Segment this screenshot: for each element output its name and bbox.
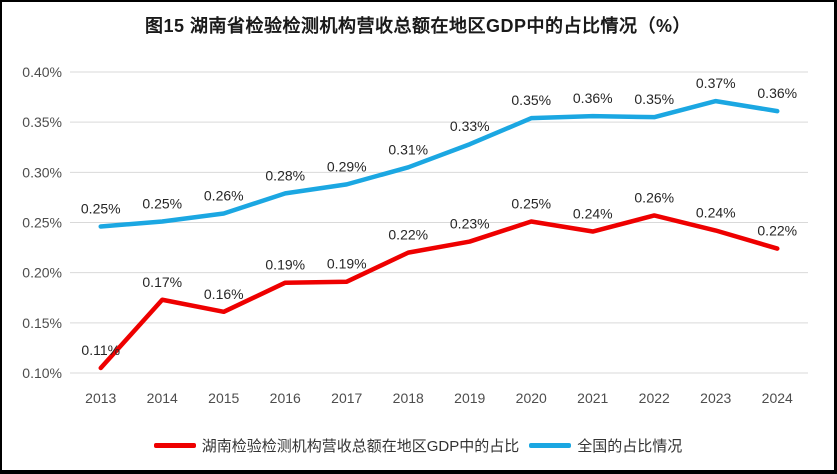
x-axis-tick-label: 2018 <box>393 390 424 406</box>
data-label-national: 0.35% <box>634 91 674 107</box>
x-axis-tick-label: 2014 <box>147 390 178 406</box>
y-axis-tick-label: 0.40% <box>22 64 62 80</box>
legend: 湖南检验检测机构营收总额在地区GDP中的占比 全国的占比情况 <box>2 435 834 456</box>
data-label-hunan: 0.19% <box>265 257 305 273</box>
data-label-national: 0.31% <box>388 141 428 157</box>
x-axis-tick-label: 2022 <box>639 390 670 406</box>
data-label-national: 0.36% <box>757 85 797 101</box>
data-label-hunan: 0.26% <box>634 189 674 205</box>
data-label-hunan: 0.11% <box>81 342 120 358</box>
x-axis-tick-label: 2016 <box>270 390 301 406</box>
data-label-national: 0.25% <box>142 195 182 211</box>
x-axis-tick-label: 2015 <box>208 390 239 406</box>
x-axis-tick-label: 2024 <box>762 390 793 406</box>
y-axis-tick-label: 0.10% <box>22 365 62 381</box>
legend-label-hunan: 湖南检验检测机构营收总额在地区GDP中的占比 <box>201 438 520 455</box>
series-line-national <box>98 98 780 229</box>
x-axis-tick-label: 2021 <box>577 390 608 406</box>
x-axis-tick-label: 2020 <box>516 390 547 406</box>
data-label-hunan: 0.25% <box>511 195 551 211</box>
legend-label-national: 全国的占比情况 <box>577 438 683 455</box>
data-label-national: 0.28% <box>265 167 305 183</box>
legend-line-hunan-icon <box>153 443 196 448</box>
data-label-hunan: 0.16% <box>204 286 244 302</box>
data-label-national: 0.26% <box>204 187 244 203</box>
legend-item-hunan: 湖南检验检测机构营收总额在地区GDP中的占比 <box>153 435 520 456</box>
x-axis-tick-label: 2013 <box>85 390 116 406</box>
x-axis-tick-label: 2023 <box>700 390 731 406</box>
data-label-hunan: 0.22% <box>757 223 797 239</box>
data-label-national: 0.37% <box>696 75 736 91</box>
y-axis-tick-label: 0.15% <box>22 315 62 331</box>
data-label-national: 0.25% <box>81 201 121 217</box>
data-label-hunan: 0.17% <box>142 274 182 290</box>
legend-item-national: 全国的占比情况 <box>529 435 682 456</box>
data-label-national: 0.33% <box>450 118 490 134</box>
x-axis-tick-label: 2017 <box>331 390 362 406</box>
y-axis-tick-label: 0.30% <box>22 164 62 180</box>
data-label-national: 0.36% <box>573 90 613 106</box>
data-label-hunan: 0.24% <box>696 205 736 221</box>
y-axis-tick-label: 0.35% <box>22 114 62 130</box>
y-axis-tick-label: 0.25% <box>22 215 62 231</box>
chart-title: 图15 湖南省检验检测机构营收总额在地区GDP中的占比情况（%） <box>144 16 692 36</box>
data-label-national: 0.35% <box>511 92 551 108</box>
data-label-hunan: 0.23% <box>450 216 490 232</box>
y-axis-tick-label: 0.20% <box>22 265 62 281</box>
data-label-national: 0.29% <box>327 158 367 174</box>
data-label-hunan: 0.19% <box>327 256 367 272</box>
x-axis-tick-label: 2019 <box>454 390 485 406</box>
legend-line-national-icon <box>529 443 572 448</box>
series-line-hunan <box>98 213 780 371</box>
data-label-hunan: 0.24% <box>573 206 613 222</box>
data-label-hunan: 0.22% <box>388 227 428 243</box>
